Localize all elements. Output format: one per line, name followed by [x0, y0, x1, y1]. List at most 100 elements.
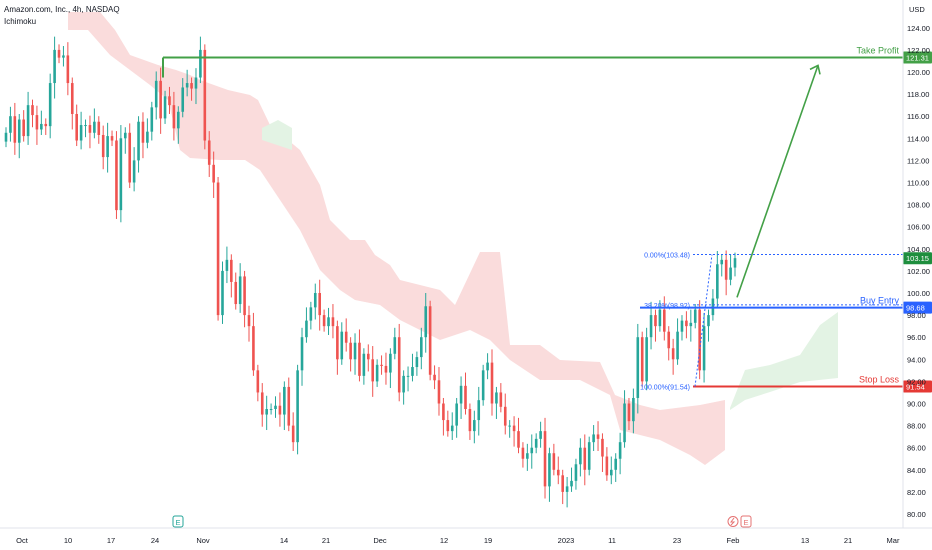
candle-body: [450, 425, 454, 432]
candle-body: [331, 317, 335, 327]
price-tick-label: 120.00: [907, 68, 930, 77]
candle-body: [433, 374, 436, 381]
candle-body: [349, 342, 352, 360]
candle-body: [247, 315, 251, 327]
candle-body: [53, 49, 56, 84]
time-tick-label: 17: [107, 536, 115, 545]
candle-body: [503, 406, 507, 426]
time-tick-label: 13: [801, 536, 809, 545]
candle-body: [464, 385, 467, 410]
candle-body: [75, 113, 78, 141]
price-tick-label: 94.00: [907, 355, 926, 364]
candle-body: [459, 385, 463, 404]
candle-body: [437, 380, 441, 404]
fib-label: 100.00%(91.54): [640, 384, 690, 391]
candle-body: [490, 362, 494, 404]
candle-body: [720, 259, 724, 265]
candle-body: [517, 431, 520, 448]
last-price-label: 103.15: [906, 254, 929, 263]
level-price-label: 98.68: [906, 304, 925, 313]
candle-body: [702, 326, 706, 371]
candle-body: [353, 342, 357, 360]
candle-body: [48, 83, 52, 127]
price-tick-label: 80.00: [907, 510, 926, 519]
candle-body: [203, 49, 207, 141]
candle-body: [618, 442, 622, 459]
candle-body: [163, 96, 167, 119]
candle-body: [512, 425, 516, 432]
price-tick-label: 84.00: [907, 466, 926, 475]
candle-body: [539, 431, 542, 439]
candle-body: [137, 121, 140, 161]
candle-body: [344, 331, 348, 343]
price-tick-label: 118.00: [907, 90, 929, 99]
candle-body: [199, 49, 202, 78]
candle-body: [35, 115, 39, 130]
level-price-box: [903, 51, 932, 64]
fib-label: 38.20%(98.92): [644, 303, 690, 310]
candle-body: [260, 392, 264, 415]
candle-body: [212, 164, 215, 183]
candle-body: [649, 315, 653, 338]
candle-body: [481, 370, 485, 401]
candle-body: [181, 87, 185, 112]
candle-body: [446, 420, 450, 432]
candle-body: [380, 364, 383, 366]
time-tick-label: 14: [280, 536, 288, 545]
candle-body: [234, 281, 238, 305]
candle-body: [654, 315, 657, 327]
candle-body: [632, 397, 635, 422]
time-tick-label: Dec: [373, 536, 387, 545]
ichimoku-cloud: [68, 12, 838, 465]
time-tick-label: 24: [151, 536, 159, 545]
time-tick-label: 21: [844, 536, 852, 545]
candle-body: [26, 105, 30, 137]
time-tick-label: 12: [440, 536, 448, 545]
price-tick-label: 108.00: [907, 201, 930, 210]
candle-body: [309, 307, 313, 321]
candle-body: [486, 362, 489, 371]
candle-body: [698, 309, 701, 371]
price-tick-label: 122.00: [907, 46, 930, 55]
candle-body: [57, 49, 61, 58]
candle-body: [340, 331, 344, 360]
candle-body: [216, 182, 220, 316]
candle-body: [534, 438, 538, 448]
candle-body: [207, 140, 211, 165]
candle-body: [609, 469, 613, 476]
currency-label: USD: [909, 5, 925, 14]
candle-body: [601, 438, 604, 457]
candle-body: [667, 331, 671, 349]
candle-body: [707, 315, 710, 327]
time-tick-label: 2023: [558, 536, 575, 545]
candle-body: [561, 475, 564, 492]
earnings-marker: [172, 515, 184, 528]
candle-body: [371, 359, 375, 382]
candle-body: [680, 320, 684, 332]
level-price-box: [903, 301, 932, 314]
candle-body: [583, 447, 587, 470]
candle-body: [526, 453, 529, 459]
candle-body: [252, 326, 255, 371]
candle-body: [97, 121, 101, 135]
candle-body: [44, 123, 48, 127]
candle-body: [495, 392, 498, 404]
price-tick-label: 82.00: [907, 488, 926, 497]
time-tick-label: 19: [484, 536, 492, 545]
symbol-title: Amazon.com, Inc., 4h, NASDAQ: [4, 5, 120, 14]
candle-body: [636, 337, 640, 398]
cloud-bullish-future: [730, 312, 838, 410]
level-label: Stop Loss: [859, 374, 900, 384]
price-tick-label: 100.00: [907, 289, 930, 298]
earnings-marker-label: E: [175, 518, 180, 527]
time-tick-label: Nov: [196, 536, 210, 545]
candle-body: [627, 403, 631, 422]
candle-body: [468, 409, 472, 432]
candle-body: [110, 136, 114, 141]
candle-body: [375, 364, 379, 382]
candle-body: [101, 134, 105, 158]
candle-body: [318, 293, 321, 316]
price-tick-label: 86.00: [907, 444, 926, 453]
candle-body: [93, 121, 96, 133]
